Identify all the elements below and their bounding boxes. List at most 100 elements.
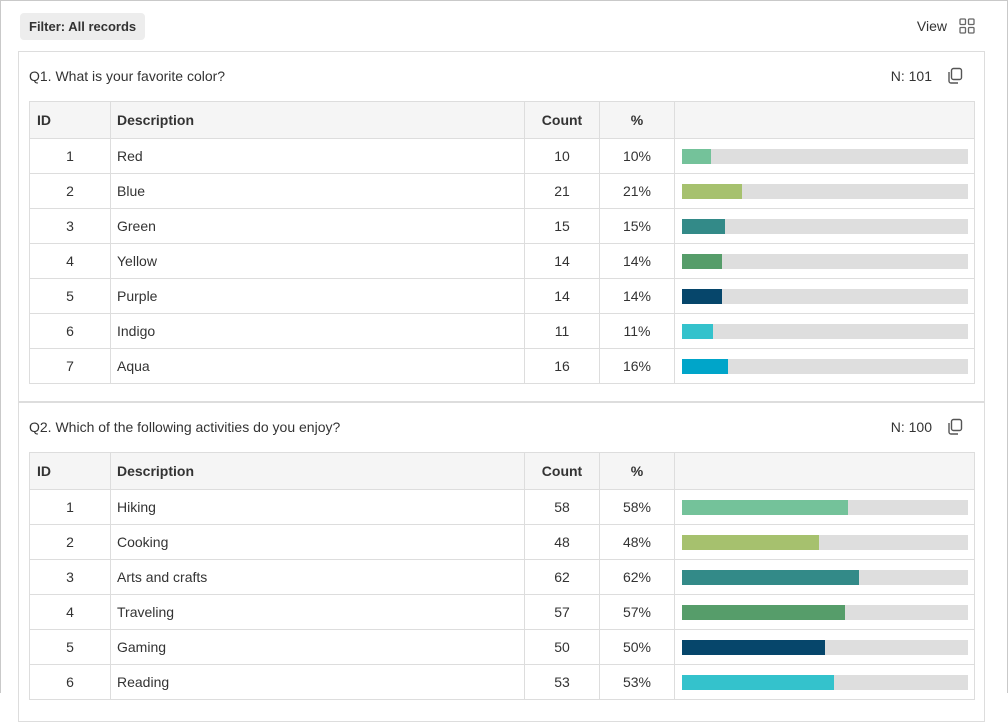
row-description: Arts and crafts	[110, 559, 525, 595]
grid-view-icon	[959, 18, 975, 34]
row-bar-cell	[674, 313, 975, 349]
row-percent: 53%	[599, 664, 675, 700]
table-row: 7 Aqua 16 16%	[29, 348, 975, 384]
table-header-row: ID Description Count %	[29, 452, 975, 490]
column-header-percent[interactable]: %	[599, 452, 675, 490]
copy-icon[interactable]	[946, 67, 964, 85]
row-description: Cooking	[110, 524, 525, 560]
row-count: 21	[524, 173, 600, 209]
row-bar-cell	[674, 664, 975, 700]
bar-track	[682, 183, 968, 199]
table-body: 1 Hiking 58 58% 2 Cooking 48 48% 3 Arts …	[29, 489, 975, 700]
bar-track	[682, 499, 968, 515]
row-id: 1	[29, 138, 111, 174]
row-count: 14	[524, 243, 600, 279]
row-percent: 14%	[599, 243, 675, 279]
bar-fill	[682, 639, 825, 655]
row-id: 4	[29, 594, 111, 630]
response-count: N: 101	[890, 68, 932, 84]
row-bar-cell	[674, 208, 975, 244]
view-button[interactable]: View	[917, 15, 975, 37]
bar-fill	[682, 534, 820, 550]
row-count: 48	[524, 524, 600, 560]
table-row: 4 Yellow 14 14%	[29, 243, 975, 279]
row-bar-cell	[674, 524, 975, 560]
row-description: Indigo	[110, 313, 525, 349]
row-count: 14	[524, 278, 600, 314]
question-title: Q2. Which of the following activities do…	[29, 419, 341, 435]
row-id: 6	[29, 664, 111, 700]
column-header-description[interactable]: Description	[110, 101, 525, 139]
row-id: 2	[29, 524, 111, 560]
row-percent: 11%	[599, 313, 675, 349]
column-header-bar	[674, 452, 975, 490]
row-bar-cell	[674, 559, 975, 595]
row-description: Gaming	[110, 629, 525, 665]
column-header-id[interactable]: ID	[29, 452, 111, 490]
filter-chip[interactable]: Filter: All records	[20, 13, 146, 40]
row-id: 1	[29, 489, 111, 525]
bar-fill	[682, 323, 714, 339]
row-id: 7	[29, 348, 111, 384]
row-bar-cell	[674, 629, 975, 665]
bar-fill	[682, 218, 725, 234]
row-id: 3	[29, 559, 111, 595]
row-description: Yellow	[110, 243, 525, 279]
bar-track	[682, 253, 968, 269]
bar-track	[682, 218, 968, 234]
column-header-count[interactable]: Count	[524, 452, 600, 490]
column-header-description[interactable]: Description	[110, 452, 525, 490]
question-panel-q2: Q2. Which of the following activities do…	[18, 402, 985, 722]
results-table: ID Description Count % 1 Red 10 10% 2	[29, 101, 975, 384]
row-percent: 48%	[599, 524, 675, 560]
row-id: 6	[29, 313, 111, 349]
copy-icon[interactable]	[946, 418, 964, 436]
column-header-count[interactable]: Count	[524, 101, 600, 139]
bar-fill	[682, 183, 743, 199]
row-id: 5	[29, 629, 111, 665]
bar-track	[682, 358, 968, 374]
row-description: Purple	[110, 278, 525, 314]
results-table: ID Description Count % 1 Hiking 58 58% 2	[29, 452, 975, 700]
row-id: 2	[29, 173, 111, 209]
bar-track	[682, 288, 968, 304]
table-row: 3 Arts and crafts 62 62%	[29, 559, 975, 595]
row-bar-cell	[674, 173, 975, 209]
table-header-row: ID Description Count %	[29, 101, 975, 139]
table-row: 1 Red 10 10%	[29, 138, 975, 174]
table-row: 4 Traveling 57 57%	[29, 594, 975, 630]
bar-track	[682, 639, 968, 655]
row-bar-cell	[674, 489, 975, 525]
row-description: Aqua	[110, 348, 525, 384]
column-header-id[interactable]: ID	[29, 101, 111, 139]
row-bar-cell	[674, 138, 975, 174]
row-count: 62	[524, 559, 600, 595]
row-count: 53	[524, 664, 600, 700]
row-description: Green	[110, 208, 525, 244]
bar-fill	[682, 499, 848, 515]
row-percent: 14%	[599, 278, 675, 314]
question-header: Q2. Which of the following activities do…	[19, 403, 984, 452]
bar-fill	[682, 569, 860, 585]
row-percent: 16%	[599, 348, 675, 384]
table-row: 2 Blue 21 21%	[29, 173, 975, 209]
row-bar-cell	[674, 594, 975, 630]
bar-fill	[682, 148, 711, 164]
row-bar-cell	[674, 348, 975, 384]
bar-fill	[682, 604, 846, 620]
table-row: 5 Gaming 50 50%	[29, 629, 975, 665]
row-count: 58	[524, 489, 600, 525]
bar-track	[682, 674, 968, 690]
bar-track	[682, 604, 968, 620]
row-bar-cell	[674, 243, 975, 279]
bar-fill	[682, 358, 728, 374]
row-percent: 50%	[599, 629, 675, 665]
row-percent: 21%	[599, 173, 675, 209]
question-title: Q1. What is your favorite color?	[29, 68, 226, 84]
row-count: 10	[524, 138, 600, 174]
row-description: Traveling	[110, 594, 525, 630]
row-count: 15	[524, 208, 600, 244]
question-header: Q1. What is your favorite color? N: 101	[19, 52, 984, 101]
column-header-percent[interactable]: %	[599, 101, 675, 139]
